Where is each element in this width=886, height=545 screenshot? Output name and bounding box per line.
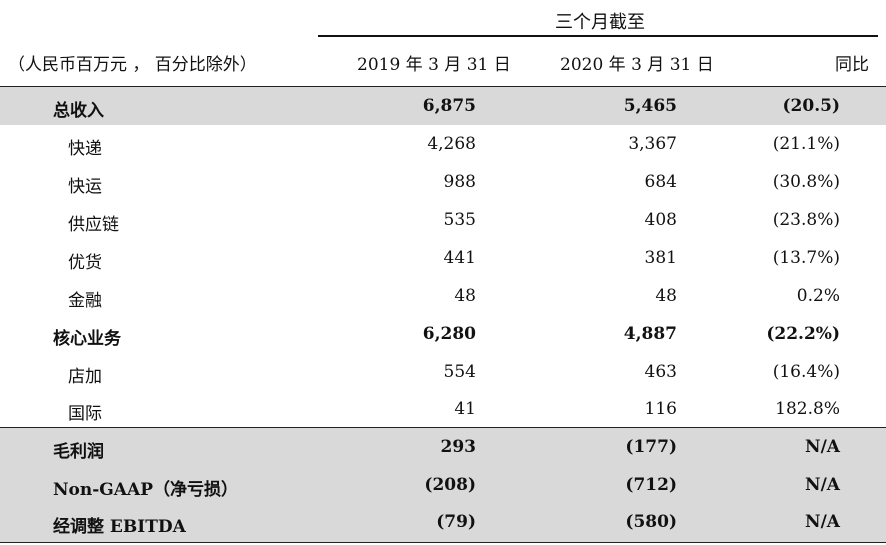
column-group-header: 三个月截至 [555, 12, 645, 33]
cell-2019: 535 [443, 210, 476, 230]
cell-yoy: (22.2%) [766, 324, 840, 344]
total-revenue-band [0, 87, 886, 125]
table-row: 金融 48 48 0.2% [0, 277, 886, 315]
cell-2019: 48 [454, 286, 476, 306]
cell-2019: 441 [443, 248, 476, 268]
table-row: 供应链 535 408 (23.8%) [0, 201, 886, 239]
row-label: 国际 [68, 404, 102, 424]
bottom-rule [0, 542, 886, 543]
table-row: 核心业务 6,280 4,887 (22.2%) [0, 315, 886, 353]
cell-2019: 988 [443, 172, 476, 192]
cell-2019: 6,875 [422, 96, 476, 116]
table-row: 优货 441 381 (13.7%) [0, 239, 886, 277]
cell-2020: 3,367 [628, 134, 677, 154]
table-row: 总收入 6,875 5,465 (20.5) [0, 87, 886, 125]
table-row: 快运 988 684 (30.8%) [0, 163, 886, 201]
cell-2020: (177) [625, 437, 677, 457]
group-underline [318, 35, 878, 37]
row-label: 核心业务 [53, 329, 121, 349]
cell-yoy: (13.7%) [772, 248, 840, 268]
cell-2020: 381 [644, 248, 677, 268]
row-label: 经调整 EBITDA [53, 517, 186, 537]
cell-2019: 41 [454, 399, 476, 419]
table-row: Non-GAAP（净亏损） (208) (712) N/A [0, 466, 886, 504]
cell-yoy: (23.8%) [772, 210, 840, 230]
row-label: 供应链 [68, 215, 119, 235]
cell-2019: (208) [424, 475, 476, 495]
table-row: 经调整 EBITDA (79) (580) N/A [0, 503, 886, 541]
cell-2019: 6,280 [422, 324, 476, 344]
summary-band [0, 428, 886, 542]
cell-2020: 408 [644, 210, 677, 230]
row-label: 快递 [68, 139, 102, 159]
row-label: 总收入 [53, 101, 104, 121]
column-header-2019: 2019 年 3 月 31 日 [357, 55, 511, 75]
cell-yoy: (20.5) [782, 96, 841, 116]
table-row: 快递 4,268 3,367 (21.1%) [0, 125, 886, 163]
cell-2020: (580) [625, 512, 677, 532]
cell-2020: 463 [644, 362, 677, 382]
cell-yoy: N/A [805, 437, 840, 457]
unit-note: （人民币百万元 ， 百分比除外） [8, 55, 257, 75]
table-row: 国际 41 116 182.8% [0, 390, 886, 428]
row-label: 毛利润 [53, 442, 104, 462]
cell-2020: (712) [625, 475, 677, 495]
cell-2019: (79) [436, 512, 476, 532]
row-label: 店加 [68, 367, 102, 387]
cell-2019: 4,268 [427, 134, 476, 154]
cell-2020: 48 [655, 286, 677, 306]
column-header-2020: 2020 年 3 月 31 日 [560, 55, 714, 75]
row-label: Non-GAAP（净亏损） [53, 480, 238, 500]
cell-yoy: N/A [805, 512, 840, 532]
cell-2020: 4,887 [623, 324, 677, 344]
cell-yoy: (30.8%) [772, 172, 840, 192]
cell-yoy: (21.1%) [772, 134, 840, 154]
cell-2019: 293 [440, 437, 477, 457]
section-rule [0, 427, 886, 428]
cell-2020: 684 [644, 172, 677, 192]
table-row: 店加 554 463 (16.4%) [0, 353, 886, 391]
cell-yoy: 182.8% [775, 399, 840, 419]
cell-2019: 554 [443, 362, 476, 382]
cell-yoy: 0.2% [796, 286, 840, 306]
column-header-yoy: 同比 [835, 55, 869, 75]
cell-yoy: N/A [805, 475, 840, 495]
row-label: 金融 [68, 291, 102, 311]
cell-2020: 116 [644, 399, 677, 419]
header-rule [0, 86, 886, 87]
cell-yoy: (16.4%) [772, 362, 840, 382]
row-label: 快运 [68, 177, 102, 197]
row-label: 优货 [68, 253, 102, 273]
cell-2020: 5,465 [623, 96, 677, 116]
table-row: 毛利润 293 (177) N/A [0, 428, 886, 466]
